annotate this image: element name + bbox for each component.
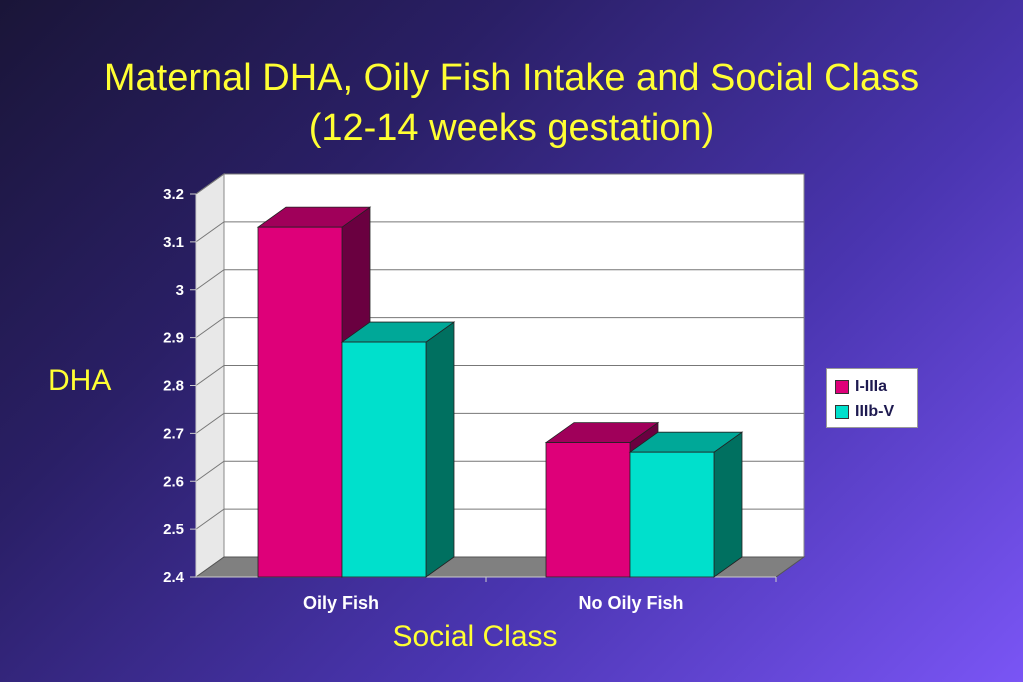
y-tick-label: 2.7 <box>163 425 184 442</box>
gridline <box>195 173 804 195</box>
legend-label-series-1: I-IIIa <box>855 378 888 395</box>
gridline <box>195 221 804 243</box>
chart-title-line1: Maternal DHA, Oily Fish Intake and Socia… <box>103 57 920 99</box>
chart-title-line2: (12-14 weeks gestation) <box>308 107 715 149</box>
legend-swatch-series-2 <box>835 405 849 419</box>
y-tick-label: 3.1 <box>163 234 184 251</box>
gridline <box>195 317 804 339</box>
y-tick-label: 3 <box>176 282 184 299</box>
y-axis-label: DHA <box>48 364 112 397</box>
bar-side-1-1 <box>713 431 743 578</box>
legend-label-series-2: IIIb-V <box>855 403 895 420</box>
gridline <box>195 365 804 386</box>
bar-1-1 <box>629 451 715 578</box>
y-tick-label: 2.4 <box>163 569 185 586</box>
gridline <box>195 412 804 434</box>
bar-0-0 <box>257 226 343 578</box>
legend-item-series-2: IIIb-V <box>835 402 894 422</box>
legend-item-series-1: I-IIIa <box>835 377 887 397</box>
y-tick-label: 2.5 <box>163 521 184 538</box>
x-axis-label: Social Class <box>392 620 558 653</box>
x-tick-label: Oily Fish <box>303 593 379 613</box>
y-tick-label: 2.9 <box>163 330 184 347</box>
x-tick-label: No Oily Fish <box>578 593 683 613</box>
gridline <box>195 269 804 291</box>
y-tick-label: 2.6 <box>163 473 184 490</box>
y-tick-label: 3.2 <box>163 186 184 203</box>
legend-swatch-series-1 <box>835 380 849 394</box>
bar-side-1-0 <box>425 321 455 578</box>
y-tick-label: 2.8 <box>163 378 184 395</box>
bar-1-0 <box>341 341 427 578</box>
legend: I-IIIa IIIb-V <box>826 368 918 428</box>
bar-0-1 <box>545 442 631 578</box>
